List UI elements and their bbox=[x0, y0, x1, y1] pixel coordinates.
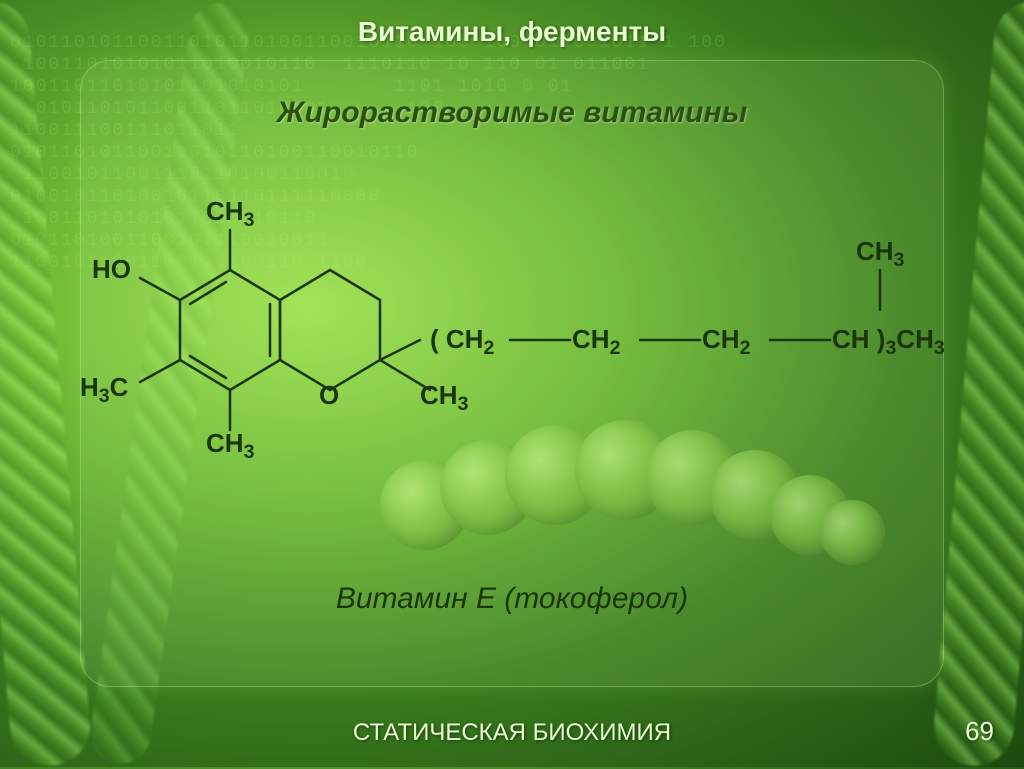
label-ch: CH )3CH3 bbox=[832, 324, 945, 360]
label-ch3-bottom: CH3 bbox=[206, 428, 254, 464]
label-ch2-3: CH2 bbox=[702, 324, 750, 360]
label-chain: ( CH2 bbox=[430, 324, 494, 360]
label-ch2-2: CH2 bbox=[572, 324, 620, 360]
label-o: O bbox=[319, 380, 339, 411]
slide-subtitle: Жирорастворимые витамины bbox=[0, 96, 1024, 130]
molecule-caption: Витамин Е (токоферол) bbox=[0, 582, 1024, 616]
molecule-svg bbox=[100, 200, 930, 540]
page-number: 69 bbox=[965, 716, 994, 747]
label-ch3-branch: CH3 bbox=[856, 236, 904, 272]
label-h3c: H3C bbox=[80, 372, 128, 408]
molecule-diagram: HO CH3 H3C CH3 O CH3 ( CH2 CH2 CH2 CH )3… bbox=[100, 200, 930, 540]
label-ch3-top: CH3 bbox=[206, 196, 254, 232]
slide-header: Витамины, ферменты bbox=[0, 16, 1024, 48]
slide-footer: СТАТИЧЕСКАЯ БИОХИМИЯ bbox=[0, 719, 1024, 747]
label-ch3-quat: CH3 bbox=[420, 380, 468, 416]
label-ho: HO bbox=[92, 254, 131, 285]
